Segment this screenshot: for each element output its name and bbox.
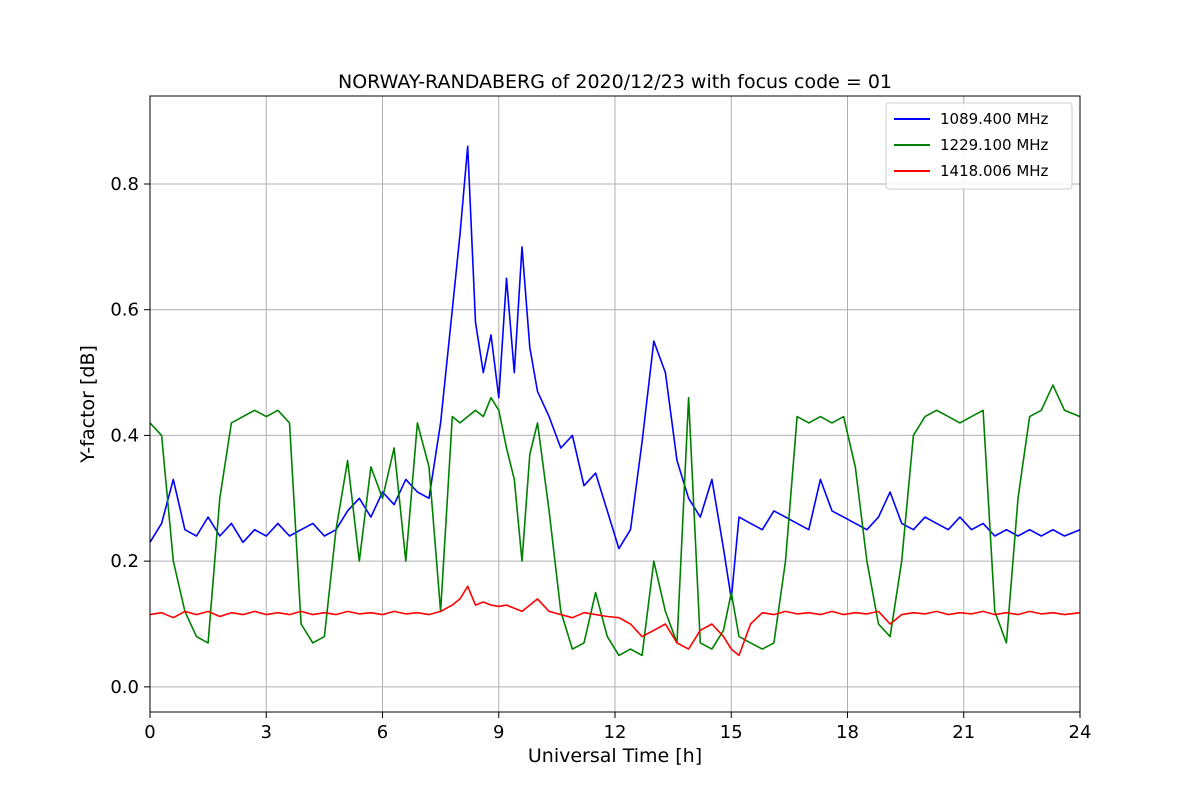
series-line-2	[149, 384, 1081, 657]
x-tick-label: 21	[952, 722, 975, 743]
chart-title: NORWAY-RANDABERG of 2020/12/23 with focu…	[338, 71, 892, 93]
y-axis-label: Y-factor [dB]	[77, 345, 99, 464]
x-tick-label: 9	[493, 722, 504, 743]
y-tick-label: 0.6	[110, 300, 139, 321]
y-tick-label: 0.0	[110, 677, 139, 698]
x-tick-label: 6	[377, 722, 388, 743]
legend-label: 1089.400 MHz	[940, 110, 1049, 128]
legend-box	[885, 102, 1073, 190]
x-tick-label: 15	[720, 722, 743, 743]
series-line-1	[149, 145, 1081, 600]
series-group	[149, 145, 1081, 657]
y-tick-label: 0.2	[110, 551, 139, 572]
legend-label: 1418.006 MHz	[940, 162, 1049, 180]
legend-label: 1229.100 MHz	[940, 136, 1049, 154]
y-tick-label: 0.8	[110, 174, 139, 195]
legend: 1089.400 MHz 1229.100 MHz 1418.006 MHz	[885, 102, 1073, 190]
axis-ticks: 0 3 6 9 12 15 18 21 24 0.0 0.2 0.4 0.6 0.8	[110, 174, 1091, 743]
x-tick-label: 24	[1069, 722, 1092, 743]
x-tick-label: 18	[836, 722, 859, 743]
y-tick-label: 0.4	[110, 425, 139, 446]
x-tick-label: 3	[261, 722, 272, 743]
x-axis-label: Universal Time [h]	[528, 745, 702, 767]
x-tick-label: 12	[604, 722, 627, 743]
series-line-3	[149, 585, 1081, 657]
x-tick-label: 0	[144, 722, 155, 743]
